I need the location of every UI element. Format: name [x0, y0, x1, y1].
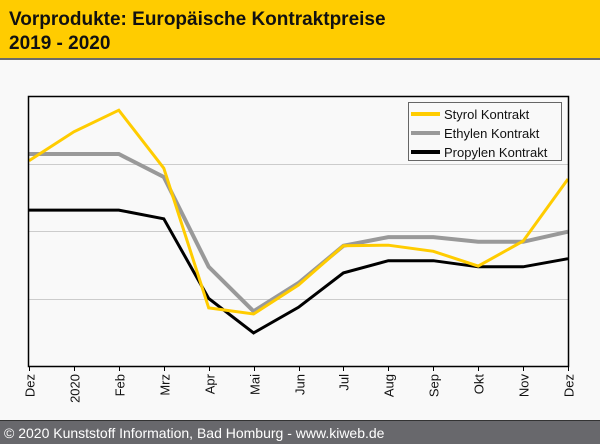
x-tick-label: Okt: [472, 374, 487, 395]
x-axis-labels: Dez 2020 Feb Mrz Apr Mai Jun Jul Aug Sep Okt Nov Dez: [23, 373, 577, 403]
x-tick-label: Feb: [113, 374, 128, 396]
title-line-2: 2019 - 2020: [9, 33, 111, 54]
x-tick-label: Sep: [427, 374, 442, 397]
x-tick-label: Jul: [337, 374, 352, 391]
series-lines: [28, 108, 570, 335]
x-tick-label: Dez: [562, 374, 577, 397]
series-line-propylen-kontrakt: [29, 208, 569, 335]
title-line-1: Vorprodukte: Europäische Kontraktpreise: [9, 9, 386, 30]
footer-bar: © 2020 Kunststoff Information, Bad Hombu…: [0, 420, 600, 444]
plot-frame: [27, 95, 570, 368]
legend-label-ethylen-kontrakt: Ethylen Kontrakt: [444, 126, 540, 141]
header-bar: Vorprodukte: Europäische Kontraktpreise …: [0, 0, 600, 60]
line-chart: Dez 2020 Feb Mrz Apr Mai Jun Jul Aug Sep Okt Nov Dez…: [23, 95, 577, 403]
x-tick-label: Dez: [23, 374, 38, 397]
legend: Styrol Kontrakt Ethylen Kontrakt Propylen …: [408, 102, 562, 161]
x-tick-label: Jun: [293, 374, 308, 395]
legend-label-styrol-kontrakt: Styrol Kontrakt: [444, 107, 530, 122]
x-axis-ticks: [29, 366, 569, 371]
series-line-styrol-kontrakt: [28, 108, 570, 316]
series-line-ethylen-kontrakt: [29, 152, 569, 314]
x-tick-label: 2020: [68, 374, 83, 403]
copyright-text: © 2020 Kunststoff Information, Bad Hombu…: [4, 425, 385, 441]
x-tick-label: Mai: [248, 374, 263, 395]
x-tick-label: Mrz: [158, 374, 173, 396]
legend-label-propylen-kontrakt: Propylen Kontrakt: [444, 145, 548, 160]
x-tick-label: Nov: [517, 374, 532, 398]
chart-title: Vorprodukte: Europäische Kontraktpreise …: [9, 8, 386, 56]
x-tick-label: Aug: [382, 374, 397, 397]
x-tick-label: Apr: [203, 373, 218, 394]
gridlines: [29, 164, 568, 300]
